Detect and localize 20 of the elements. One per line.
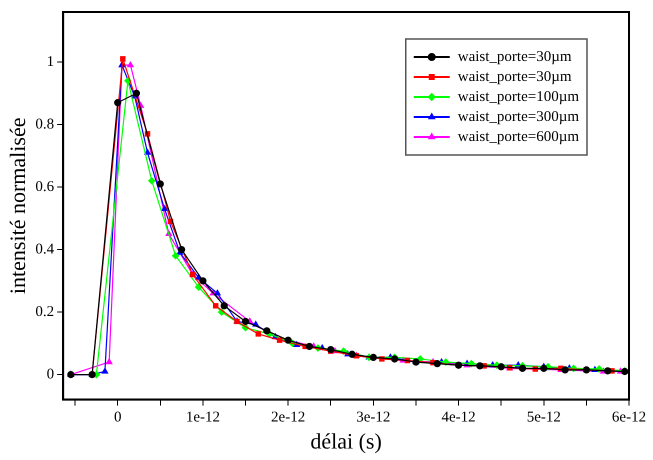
x-tick-label: 1e-12	[186, 410, 220, 426]
y-tick-label: 0.2	[35, 304, 54, 320]
legend-label: waist_porte=30µm	[458, 68, 572, 85]
legend-label: waist_porte=600µm	[458, 128, 580, 145]
y-tick-label: 0	[46, 366, 54, 383]
y-axis-title: intensité normalisée	[4, 118, 30, 294]
y-tick-label: 0.8	[35, 116, 54, 132]
x-tick-label: 3e-12	[356, 410, 390, 426]
y-tick-label: 0.6	[35, 178, 55, 195]
x-tick-label: 4e-12	[441, 410, 476, 426]
y-tick-label: 1	[46, 54, 54, 70]
legend-label: waist_porte=30µm	[458, 48, 572, 65]
y-tick-label: 0.4	[35, 242, 55, 258]
x-tick-label: 0	[114, 410, 122, 426]
legend-label: waist_porte=100µm	[458, 88, 580, 105]
legend-label: waist_porte=300µm	[458, 108, 580, 125]
x-tick-label: 6e-12	[612, 410, 646, 426]
x-tick-label: 5e-12	[526, 410, 561, 426]
x-tick-label: 2e-12	[271, 410, 306, 426]
x-axis-title: délai (s)	[310, 428, 382, 454]
